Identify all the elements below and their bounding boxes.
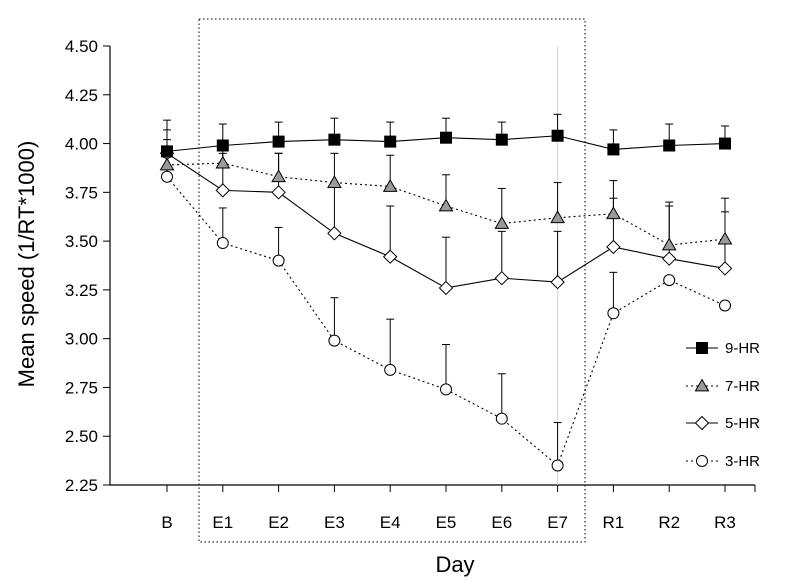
legend-marker (694, 378, 710, 392)
y-tick-label: 3.25 (65, 281, 98, 300)
dotted-box-rect (198, 18, 586, 543)
data-point (606, 206, 621, 220)
y-axis-title: Mean speed (1/RT*1000) (14, 141, 39, 388)
y-tick-label: 4.25 (65, 86, 98, 105)
data-point (216, 237, 229, 250)
series-7-HR (159, 139, 733, 251)
data-point (272, 254, 285, 267)
data-point (551, 129, 564, 142)
data-point (216, 139, 229, 152)
data-point (382, 178, 398, 192)
x-tick-label: R3 (714, 513, 736, 532)
data-point (494, 270, 510, 286)
series-line (166, 176, 726, 467)
data-point (161, 170, 173, 183)
x-tick-label: E5 (436, 513, 457, 532)
data-point (215, 155, 231, 169)
data-point (551, 459, 564, 472)
data-point (607, 143, 620, 156)
y-tick-label: 2.50 (65, 427, 98, 446)
data-point (607, 307, 620, 320)
y-tick-label: 2.75 (65, 378, 98, 397)
data-point (717, 231, 733, 245)
x-axis-title: Day (435, 552, 474, 577)
data-point (717, 261, 733, 276)
y-tick-label: 3.50 (65, 232, 98, 251)
y-tick-label: 2.25 (65, 476, 98, 495)
data-point (384, 135, 397, 148)
y-tick-label: 4.50 (65, 37, 98, 56)
data-point (327, 226, 342, 241)
legend-marker (694, 415, 710, 431)
data-point (663, 139, 676, 152)
data-point (661, 251, 677, 266)
legend-marker (696, 455, 708, 467)
data-point (215, 183, 231, 198)
data-point (495, 133, 508, 146)
data-point (663, 274, 676, 287)
data-point (271, 185, 286, 200)
data-point (161, 145, 173, 158)
data-point (440, 131, 452, 144)
data-point (382, 249, 398, 264)
y-tick-label: 3.75 (65, 183, 98, 202)
data-point (719, 299, 731, 312)
data-point (328, 133, 341, 146)
x-tick-label: E4 (380, 513, 401, 532)
data-point (495, 412, 508, 425)
data-point (550, 274, 565, 290)
y-tick-label: 3.00 (65, 330, 98, 349)
data-point (438, 198, 454, 212)
data-point (606, 239, 621, 255)
series-5-HR (159, 129, 733, 296)
data-point (272, 135, 285, 148)
x-tick-label: R1 (603, 513, 625, 532)
series-line (166, 162, 726, 246)
legend-label: 7-HR (725, 378, 760, 395)
legend-label: 5-HR (725, 415, 760, 432)
x-tick-label: E1 (212, 513, 233, 532)
legend-marker (696, 342, 708, 354)
data-point (494, 216, 510, 229)
x-tick-label: R2 (658, 513, 680, 532)
data-point (438, 280, 454, 296)
legend-label: 3-HR (725, 453, 760, 470)
series-9-HR (161, 113, 731, 158)
data-point (440, 383, 452, 396)
y-tick-label: 4.00 (65, 135, 98, 154)
data-point (327, 175, 342, 188)
x-tick-label: E6 (491, 513, 512, 532)
data-point (719, 137, 731, 150)
data-point (328, 334, 341, 347)
x-tick-label: E2 (268, 513, 289, 532)
x-tick-label: E7 (547, 513, 568, 532)
data-point (271, 169, 286, 183)
x-tick-label: E3 (324, 513, 345, 532)
legend: 9-HR 7-HR 5-HR 3-HR (686, 340, 760, 470)
legend-label: 9-HR (725, 340, 760, 357)
data-point (159, 157, 175, 171)
x-tick-label: B (161, 513, 172, 532)
data-point (661, 237, 677, 251)
data-point (384, 363, 397, 376)
series-layer (159, 113, 733, 472)
series-3-HR (161, 156, 731, 472)
data-point (550, 210, 565, 224)
axes: 2.25 2.50 2.75 3.00 3.25 3.50 3.75 4.00 4.25 4.50… (65, 37, 756, 532)
